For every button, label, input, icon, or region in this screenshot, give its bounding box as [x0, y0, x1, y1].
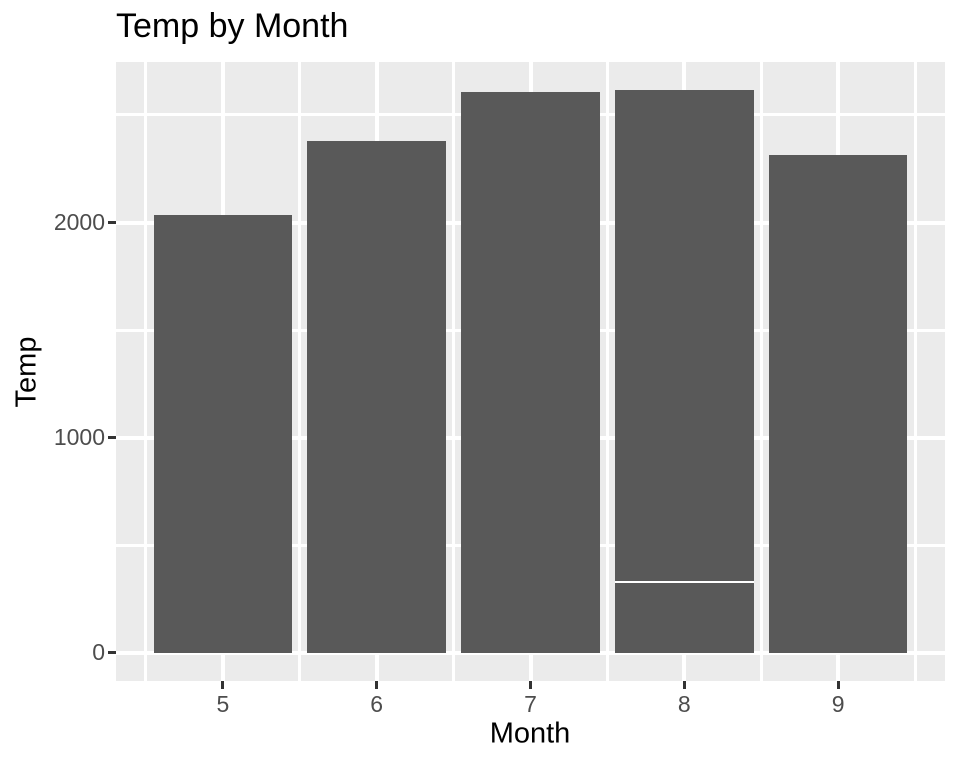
x-tick-label: 8	[677, 691, 691, 717]
x-tick-label: 6	[370, 691, 384, 717]
bar-month-5	[153, 214, 293, 653]
y-axis-title: Temp	[10, 336, 43, 408]
x-axis-title: Month	[489, 717, 571, 750]
bar-month-6	[307, 140, 446, 653]
gridline-minor-vertical	[144, 62, 148, 681]
y-axis-tick	[108, 651, 116, 655]
gridline-minor-vertical	[298, 62, 302, 681]
y-tick-label: 2000	[53, 209, 105, 235]
bar-month-8	[615, 90, 754, 653]
bar-month-7	[461, 91, 600, 653]
x-tick-label: 9	[831, 691, 845, 717]
x-axis-tick	[529, 681, 532, 689]
bar-month-9	[768, 155, 908, 653]
plot-panel	[116, 62, 945, 681]
x-tick-label: 5	[216, 691, 230, 717]
gridline-major-horizontal	[116, 650, 945, 655]
x-axis-tick	[836, 681, 840, 689]
x-axis-tick	[221, 681, 225, 689]
x-axis-tick	[375, 681, 379, 689]
y-axis-tick	[108, 221, 116, 224]
y-tick-label: 1000	[53, 424, 105, 451]
gridline-minor-vertical	[759, 62, 763, 681]
chart-title: Temp by Month	[116, 7, 349, 45]
x-tick-label: 7	[524, 691, 537, 717]
y-axis-tick	[108, 436, 116, 440]
x-axis-tick	[682, 681, 686, 689]
gridline-minor-vertical	[605, 62, 609, 681]
y-tick-label: 0	[92, 639, 105, 666]
gridline-minor-vertical	[913, 62, 917, 681]
gridline-minor-vertical	[452, 62, 456, 681]
bar-segment-divider	[615, 580, 754, 583]
